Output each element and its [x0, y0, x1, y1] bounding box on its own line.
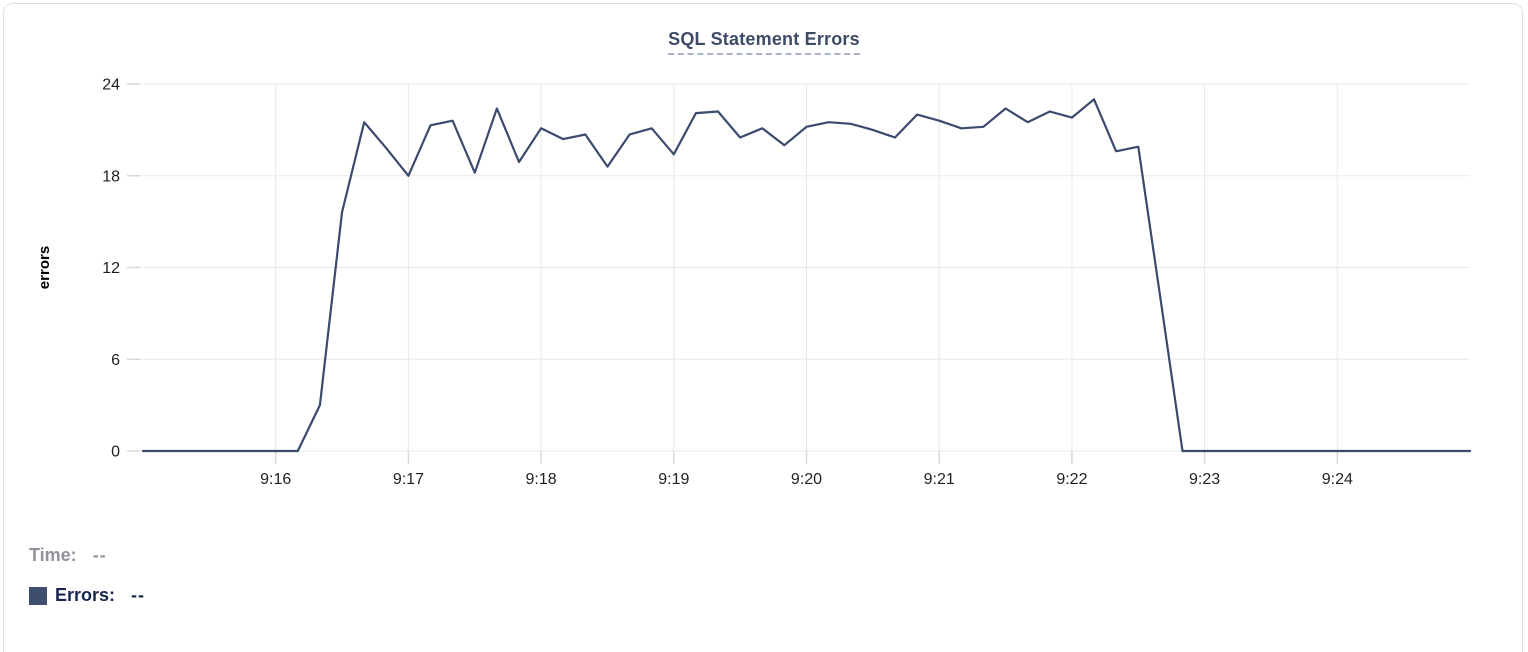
- x-tick-label: 9:17: [393, 471, 424, 488]
- y-tick-label: 6: [111, 352, 120, 369]
- x-tick-label: 9:23: [1189, 471, 1220, 488]
- x-tick-label: 9:19: [658, 471, 689, 488]
- y-tick-label: 18: [102, 168, 120, 185]
- x-tick-label: 9:16: [260, 471, 291, 488]
- y-tick-label: 12: [102, 260, 120, 277]
- time-label: Time:: [29, 545, 77, 565]
- x-tick-label: 9:20: [791, 471, 822, 488]
- y-tick-label: 24: [102, 77, 120, 94]
- errors-value: --: [131, 585, 146, 605]
- x-tick-label: 9:18: [526, 471, 557, 488]
- chart-card: [3, 3, 1523, 652]
- y-tick-label: 0: [111, 444, 120, 461]
- time-value: --: [92, 545, 107, 565]
- chart-title-wrap: SQL Statement Errors: [0, 29, 1528, 55]
- x-tick-label: 9:21: [924, 471, 955, 488]
- y-axis-name: errors: [36, 246, 53, 289]
- series-line-errors: [141, 98, 1472, 453]
- x-axis: 9:16 9:17 9:18 9:19 9:20 9:21 9:22 9:23 9:24: [260, 84, 1353, 488]
- x-tick-label: 9:22: [1056, 471, 1087, 488]
- legend-time-row: Time: --: [29, 545, 107, 566]
- legend-errors-row[interactable]: Errors: --: [29, 585, 145, 606]
- errors-series-swatch: [29, 586, 47, 605]
- errors-label: Errors:: [55, 585, 116, 605]
- x-tick-label: 9:24: [1322, 471, 1353, 488]
- chart-title-link[interactable]: SQL Statement Errors: [668, 29, 860, 55]
- y-axis: 0 6 12 18 24: [102, 77, 1470, 461]
